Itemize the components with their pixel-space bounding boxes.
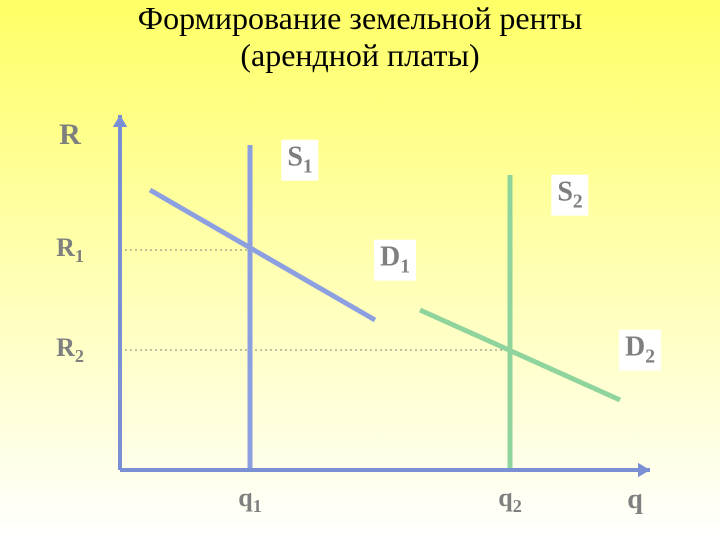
chart-canvas — [0, 0, 720, 540]
label-D2: D2 — [619, 330, 661, 371]
demand-line-D1 — [150, 190, 375, 320]
y-axis-label: R — [53, 116, 87, 154]
x-tick-q2: q2 — [492, 481, 528, 519]
x-axis-label: q — [621, 482, 649, 518]
y-tick-R2: R2 — [50, 331, 90, 369]
y-axis-arrow — [113, 115, 127, 127]
demand-line-D2 — [420, 310, 620, 400]
x-tick-q1: q1 — [232, 481, 268, 519]
label-D1: D1 — [374, 240, 416, 281]
x-axis-arrow — [638, 463, 650, 477]
label-S1: S1 — [281, 140, 318, 181]
slide-stage: Формирование земельной ренты (арендной п… — [0, 0, 720, 540]
label-S2: S2 — [551, 175, 588, 216]
y-tick-R1: R1 — [50, 231, 90, 269]
